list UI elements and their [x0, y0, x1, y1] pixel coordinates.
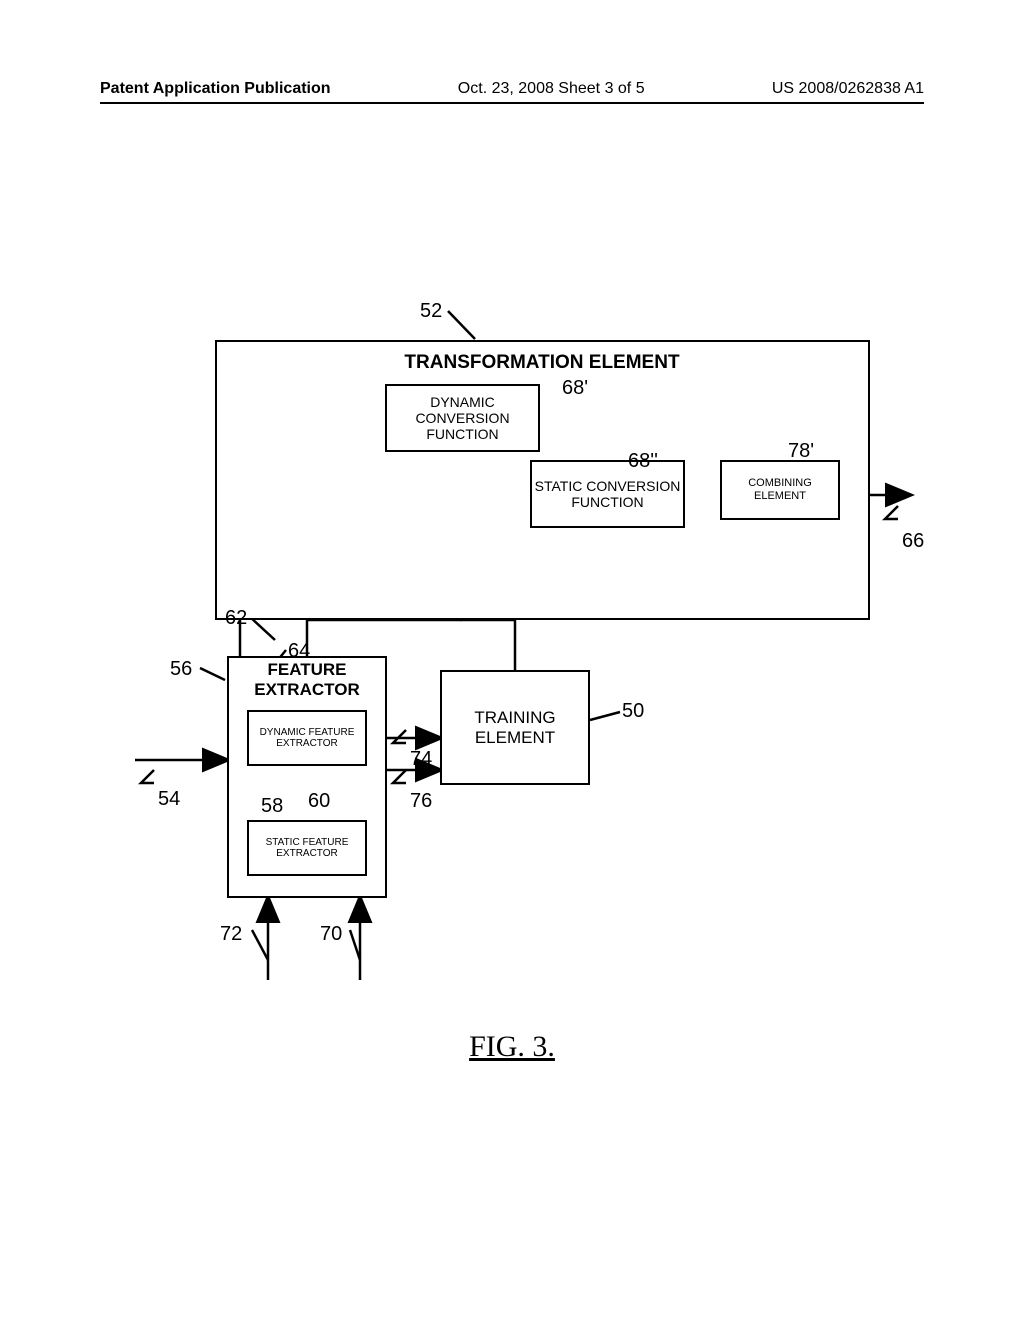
- figure-caption: FIG. 3.: [0, 1030, 1024, 1064]
- static-feature-box: STATIC FEATURE EXTRACTOR: [247, 820, 367, 876]
- ref-label: 76: [410, 790, 432, 813]
- diagram-svg: [0, 0, 1024, 1320]
- ref-label: 72: [220, 923, 242, 946]
- dynamic-conversion-box: DYNAMIC CONVERSION FUNCTION: [385, 384, 540, 452]
- ref-label: 50: [622, 700, 644, 723]
- ref-label: 78': [788, 440, 814, 463]
- ref-label: 66: [902, 530, 924, 553]
- ref-label: 68'': [628, 450, 658, 473]
- transformation-title: TRANSFORMATION ELEMENT: [382, 352, 702, 374]
- ref-label: 62: [225, 607, 247, 630]
- ref-label: 64: [288, 640, 310, 663]
- training-element-box: TRAINING ELEMENT: [440, 670, 590, 785]
- ref-label: 56: [170, 658, 192, 681]
- static-conversion-box: STATIC CONVERSION FUNCTION: [530, 460, 685, 528]
- dynamic-feature-box: DYNAMIC FEATURE EXTRACTOR: [247, 710, 367, 766]
- ref-label: 70: [320, 923, 342, 946]
- ref-label: 58: [261, 795, 283, 818]
- combining-element-box: COMBINING ELEMENT: [720, 460, 840, 520]
- ref-label: 60: [308, 790, 330, 813]
- ref-label: 52: [420, 300, 442, 323]
- figure: TRANSFORMATION ELEMENT DYNAMIC CONVERSION…: [0, 0, 1024, 1320]
- ref-label: 74: [410, 748, 432, 771]
- ref-label: 68': [562, 377, 588, 400]
- ref-label: 54: [158, 788, 180, 811]
- feature-extractor-title: FEATURE EXTRACTOR: [227, 660, 387, 700]
